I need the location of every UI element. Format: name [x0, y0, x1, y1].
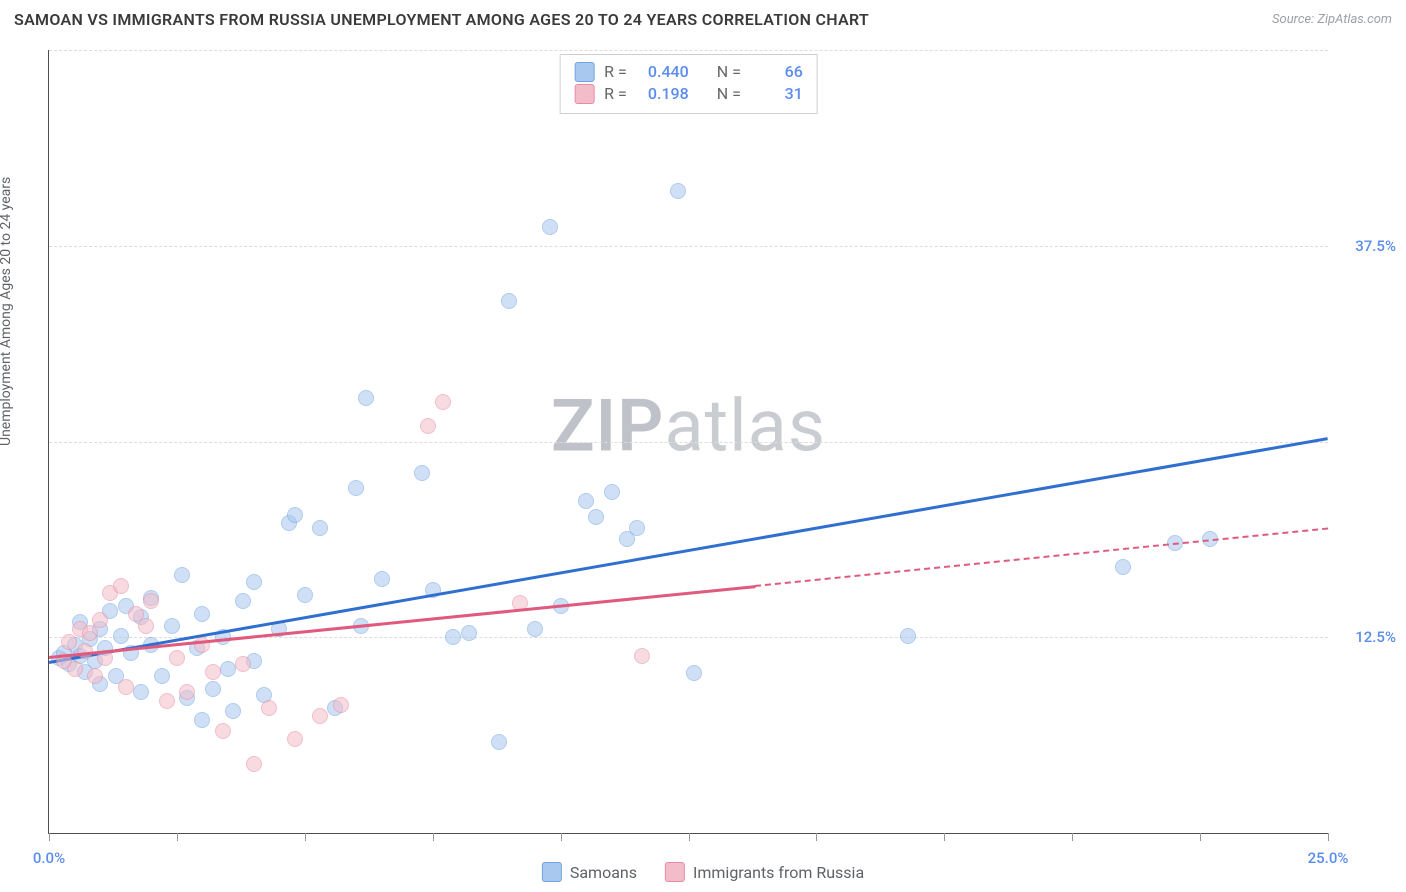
data-point — [333, 697, 349, 713]
data-point — [527, 621, 543, 637]
data-point — [501, 293, 517, 309]
data-point — [205, 681, 221, 697]
data-point — [159, 693, 175, 709]
data-point — [604, 484, 620, 500]
data-point — [686, 665, 702, 681]
x-tick — [49, 833, 50, 841]
data-point — [670, 183, 686, 199]
plot-area: ZIPatlas R = 0.440 N = 66 R = 0.198 N = … — [48, 50, 1328, 834]
data-point — [491, 734, 507, 750]
data-point — [287, 731, 303, 747]
watermark: ZIPatlas — [551, 383, 826, 468]
swatch-russia — [574, 84, 594, 104]
x-tick — [944, 833, 945, 841]
data-point — [220, 661, 236, 677]
data-point — [215, 723, 231, 739]
data-point — [542, 219, 558, 235]
x-tick — [177, 833, 178, 841]
series-legend: Samoans Immigrants from Russia — [542, 862, 864, 882]
data-point — [174, 567, 190, 583]
data-point — [358, 390, 374, 406]
stats-legend: R = 0.440 N = 66 R = 0.198 N = 31 — [559, 54, 818, 114]
gridline — [49, 50, 1328, 51]
legend-swatch-samoans — [542, 862, 562, 882]
data-point — [348, 480, 364, 496]
data-point — [225, 703, 241, 719]
data-point — [143, 593, 159, 609]
legend-item-samoans: Samoans — [542, 862, 637, 882]
x-tick — [433, 833, 434, 841]
stats-row-russia: R = 0.198 N = 31 — [574, 83, 803, 105]
x-tick — [1328, 833, 1329, 841]
data-point — [67, 661, 83, 677]
x-tick — [1200, 833, 1201, 841]
x-tick — [305, 833, 306, 841]
data-point — [588, 509, 604, 525]
data-point — [246, 756, 262, 772]
data-point — [312, 708, 328, 724]
data-point — [435, 394, 451, 410]
data-point — [445, 629, 461, 645]
data-point — [287, 507, 303, 523]
gridline — [49, 246, 1328, 247]
data-point — [164, 618, 180, 634]
data-point — [634, 648, 650, 664]
legend-item-russia: Immigrants from Russia — [665, 862, 864, 882]
data-point — [138, 618, 154, 634]
x-tick-label: 25.0% — [1308, 849, 1349, 867]
data-point — [113, 578, 129, 594]
trend-line — [49, 437, 1328, 663]
data-point — [578, 493, 594, 509]
data-point — [169, 650, 185, 666]
data-point — [194, 712, 210, 728]
chart-title: SAMOAN VS IMMIGRANTS FROM RUSSIA UNEMPLO… — [14, 10, 869, 29]
data-point — [414, 465, 430, 481]
data-point — [118, 679, 134, 695]
y-axis-label: Unemployment Among Ages 20 to 24 years — [0, 177, 14, 446]
trend-line-extrapolated — [755, 528, 1328, 588]
data-point — [461, 625, 477, 641]
stats-row-samoans: R = 0.440 N = 66 — [574, 61, 803, 83]
data-point — [900, 628, 916, 644]
x-tick-label: 0.0% — [33, 849, 65, 867]
x-tick — [816, 833, 817, 841]
data-point — [92, 612, 108, 628]
data-point — [205, 664, 221, 680]
swatch-samoans — [574, 62, 594, 82]
y-tick-label: 12.5% — [1355, 628, 1396, 646]
legend-swatch-russia — [665, 862, 685, 882]
source-credit: Source: ZipAtlas.com — [1272, 12, 1392, 27]
x-tick — [689, 833, 690, 841]
y-tick-label: 37.5% — [1355, 237, 1396, 255]
data-point — [113, 628, 129, 644]
data-point — [133, 684, 149, 700]
data-point — [374, 571, 390, 587]
data-point — [154, 668, 170, 684]
data-point — [179, 684, 195, 700]
data-point — [235, 656, 251, 672]
data-point — [420, 418, 436, 434]
data-point — [87, 668, 103, 684]
data-point — [235, 593, 251, 609]
x-tick — [561, 833, 562, 841]
data-point — [1115, 559, 1131, 575]
gridline — [49, 442, 1328, 443]
data-point — [194, 606, 210, 622]
x-tick — [1072, 833, 1073, 841]
data-point — [297, 587, 313, 603]
data-point — [261, 700, 277, 716]
data-point — [246, 574, 262, 590]
data-point — [629, 520, 645, 536]
data-point — [312, 520, 328, 536]
